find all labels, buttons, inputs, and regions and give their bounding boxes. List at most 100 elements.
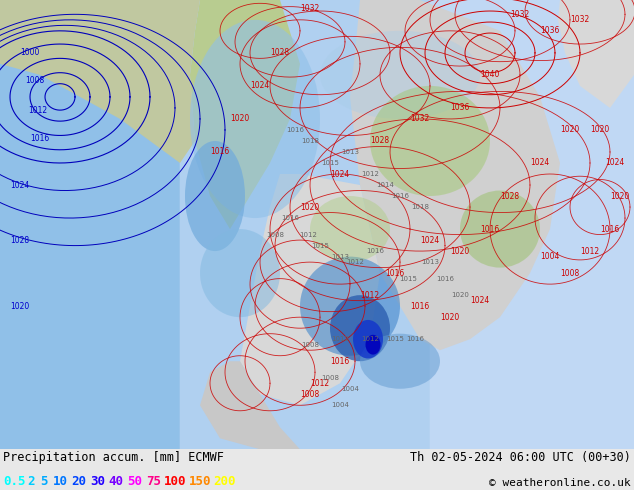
Text: 1016: 1016: [600, 224, 619, 234]
Text: 1016: 1016: [410, 302, 430, 311]
Ellipse shape: [200, 229, 280, 317]
Polygon shape: [350, 0, 560, 350]
Text: 1020: 1020: [441, 313, 460, 321]
Text: 1008: 1008: [321, 375, 339, 381]
Text: 1028: 1028: [370, 137, 389, 146]
Ellipse shape: [330, 295, 390, 361]
Text: 0.5: 0.5: [3, 475, 25, 488]
Text: 1012: 1012: [361, 291, 380, 300]
Text: Precipitation accum. [mm] ECMWF: Precipitation accum. [mm] ECMWF: [3, 451, 224, 465]
Text: 1024: 1024: [330, 170, 349, 178]
Text: 1036: 1036: [450, 103, 470, 112]
Polygon shape: [190, 0, 300, 229]
Text: 1008: 1008: [301, 342, 319, 348]
Polygon shape: [0, 0, 200, 163]
Text: 40: 40: [108, 475, 124, 488]
Text: 1024: 1024: [470, 296, 489, 305]
Ellipse shape: [353, 320, 383, 359]
Text: 1028: 1028: [271, 49, 290, 57]
Text: 50: 50: [127, 475, 142, 488]
Text: 1016: 1016: [281, 215, 299, 221]
Ellipse shape: [185, 141, 245, 251]
Text: 30: 30: [90, 475, 105, 488]
Text: 1020: 1020: [301, 202, 320, 212]
Text: 10: 10: [53, 475, 68, 488]
Text: 200: 200: [213, 475, 235, 488]
Polygon shape: [200, 361, 300, 449]
Text: 1016: 1016: [385, 269, 404, 278]
Text: 1020: 1020: [450, 246, 470, 256]
Ellipse shape: [310, 196, 390, 262]
Text: 1012: 1012: [361, 336, 379, 342]
Text: Th 02-05-2024 06:00 UTC (00+30): Th 02-05-2024 06:00 UTC (00+30): [410, 451, 631, 465]
Text: 1016: 1016: [391, 193, 409, 199]
Text: 1013: 1013: [341, 149, 359, 155]
Text: 2: 2: [27, 475, 35, 488]
Text: 1024: 1024: [605, 158, 624, 168]
Text: 1028: 1028: [500, 192, 519, 200]
Text: 1016: 1016: [406, 336, 424, 342]
Text: 1016: 1016: [366, 248, 384, 254]
Ellipse shape: [320, 31, 480, 119]
FancyBboxPatch shape: [0, 0, 200, 450]
Text: 1024: 1024: [250, 81, 269, 90]
Text: 1016: 1016: [30, 134, 49, 143]
Ellipse shape: [300, 257, 400, 356]
Text: 1015: 1015: [321, 160, 339, 166]
Text: 100: 100: [164, 475, 187, 488]
Polygon shape: [558, 0, 634, 108]
Text: 1016: 1016: [436, 276, 454, 282]
Ellipse shape: [460, 191, 540, 268]
Text: 1032: 1032: [410, 115, 430, 123]
Text: 1004: 1004: [540, 252, 560, 261]
Text: 1015: 1015: [399, 276, 417, 282]
Text: 1004: 1004: [331, 402, 349, 408]
Ellipse shape: [370, 86, 490, 196]
Text: 1012: 1012: [361, 171, 379, 177]
Text: 5: 5: [40, 475, 48, 488]
Text: © weatheronline.co.uk: © weatheronline.co.uk: [489, 478, 631, 488]
Text: 1020: 1020: [590, 125, 610, 134]
Text: 1028: 1028: [10, 236, 29, 245]
Text: 1032: 1032: [510, 10, 529, 19]
Text: 1012: 1012: [346, 259, 364, 265]
Text: 1024: 1024: [420, 236, 439, 245]
Text: 1024: 1024: [531, 158, 550, 168]
Text: 1008: 1008: [25, 76, 44, 85]
Text: 1015: 1015: [386, 336, 404, 342]
Text: 1020: 1020: [451, 292, 469, 298]
Text: 1024: 1024: [10, 180, 29, 190]
Text: 1012: 1012: [299, 232, 317, 238]
Text: 1004: 1004: [341, 386, 359, 392]
Text: 1012: 1012: [331, 336, 349, 342]
Text: 1012: 1012: [581, 246, 600, 256]
FancyBboxPatch shape: [179, 0, 440, 450]
Text: 1008: 1008: [560, 269, 579, 278]
Text: 75: 75: [146, 475, 160, 488]
Text: 1016: 1016: [210, 147, 230, 156]
Text: 1040: 1040: [481, 71, 500, 79]
Text: 20: 20: [72, 475, 86, 488]
Ellipse shape: [190, 20, 320, 218]
Text: 1012: 1012: [28, 106, 47, 115]
Text: 1000: 1000: [20, 49, 39, 57]
Text: 1013: 1013: [331, 254, 349, 260]
Text: 1016: 1016: [286, 127, 304, 133]
Text: 1036: 1036: [540, 26, 560, 35]
Text: 1020: 1020: [611, 192, 630, 200]
Text: 1016: 1016: [330, 357, 349, 366]
Ellipse shape: [365, 335, 380, 355]
Polygon shape: [240, 174, 380, 405]
Text: 1032: 1032: [571, 15, 590, 24]
Ellipse shape: [360, 334, 440, 389]
Text: 1018: 1018: [301, 138, 319, 144]
Text: 1008: 1008: [266, 232, 284, 238]
Text: 1015: 1015: [311, 243, 329, 248]
Text: 1018: 1018: [411, 204, 429, 210]
Text: 1032: 1032: [301, 4, 320, 13]
Text: 1020: 1020: [10, 302, 29, 311]
Text: 1013: 1013: [421, 259, 439, 265]
Text: 1008: 1008: [301, 390, 320, 399]
Text: 1016: 1016: [481, 224, 500, 234]
Text: 150: 150: [188, 475, 211, 488]
